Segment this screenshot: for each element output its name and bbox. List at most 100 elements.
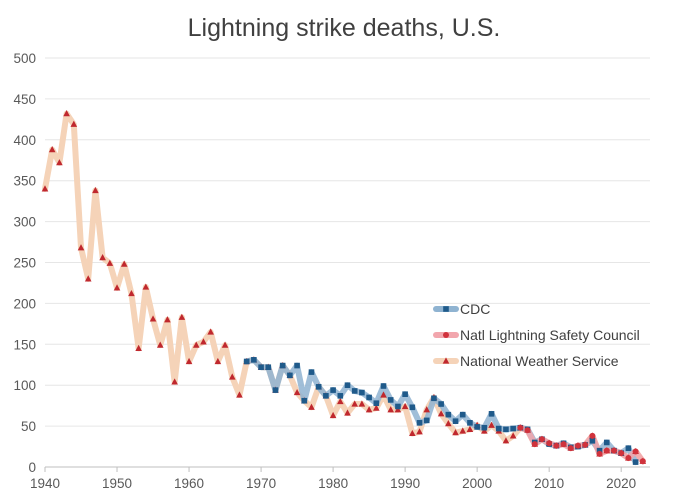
data-point: [560, 441, 567, 448]
data-point: [517, 424, 524, 431]
data-point: [443, 306, 449, 312]
data-point: [442, 357, 450, 364]
data-point: [63, 110, 70, 117]
data-point: [373, 404, 380, 411]
data-point: [567, 445, 574, 452]
data-point: [251, 357, 257, 363]
data-point: [495, 425, 502, 432]
data-point: [481, 424, 488, 431]
data-point: [344, 382, 351, 388]
data-point: [452, 429, 459, 436]
data-point: [84, 275, 92, 282]
data-point: [236, 391, 243, 398]
data-point: [402, 391, 408, 397]
data-point: [265, 364, 272, 371]
axis-layer: 0 50 100 150 200 250 300 350 400 450 500 1940 1950 19…: [13, 51, 650, 491]
data-point: [416, 428, 423, 435]
data-point: [546, 440, 553, 447]
data-point: [308, 403, 315, 410]
data-point: [344, 409, 351, 416]
data-point: [474, 424, 480, 430]
data-point: [329, 411, 337, 419]
data-point: [258, 364, 264, 371]
data-point: [366, 394, 372, 401]
data-point: [387, 406, 395, 413]
data-point: [431, 395, 437, 402]
chart-legend: CDC Natl Lightning Safety Council National…: [433, 301, 640, 369]
data-point: [423, 406, 431, 413]
y-tick-label: 100: [13, 378, 36, 393]
data-point: [323, 393, 329, 399]
data-point: [510, 425, 516, 432]
y-tick-label: 0: [28, 460, 36, 475]
data-point: [603, 447, 610, 454]
x-tick-label: 1970: [246, 476, 276, 491]
data-point: [294, 362, 300, 369]
x-tick-label: 1960: [174, 476, 204, 491]
data-point: [401, 402, 409, 410]
chart-title: Lightning strike deaths, U.S.: [187, 14, 501, 42]
data-point: [56, 159, 63, 166]
data-point: [351, 400, 359, 407]
y-tick-label: 250: [13, 256, 36, 271]
data-point: [315, 384, 322, 390]
x-tick-label: 1980: [318, 476, 348, 491]
data-point: [443, 332, 449, 338]
data-point: [582, 441, 589, 448]
data-point: [488, 421, 495, 428]
data-point: [135, 344, 142, 351]
y-tick-label: 350: [13, 174, 36, 189]
data-point: [395, 403, 401, 410]
data-point: [380, 391, 387, 398]
data-point: [128, 289, 135, 297]
data-point: [387, 397, 394, 403]
x-tick-label: 1940: [30, 476, 60, 491]
data-point: [610, 447, 617, 454]
data-point: [632, 459, 639, 465]
data-point: [41, 185, 49, 192]
data-point: [589, 438, 596, 444]
data-point: [287, 372, 293, 379]
data-point: [106, 259, 114, 266]
data-point: [120, 260, 128, 267]
data-point: [48, 146, 56, 153]
x-tick-label: 2020: [606, 476, 636, 491]
x-tick-label: 1950: [102, 476, 132, 491]
data-point: [488, 411, 495, 417]
data-point: [113, 284, 121, 291]
data-point: [178, 313, 186, 320]
data-point: [502, 437, 510, 444]
data-point: [459, 411, 466, 418]
data-point: [308, 369, 315, 375]
x-tick-label: 2010: [534, 476, 564, 491]
data-point: [639, 458, 646, 465]
data-point: [632, 448, 639, 455]
y-tick-label: 450: [13, 92, 36, 107]
data-point: [445, 411, 452, 418]
data-point: [509, 432, 517, 439]
data-point: [214, 357, 222, 365]
data-point: [92, 186, 99, 194]
y-tick-label: 50: [21, 419, 36, 434]
data-point: [531, 441, 538, 448]
data-point: [243, 358, 250, 365]
y-tick-label: 400: [13, 133, 36, 148]
data-point: [524, 427, 531, 434]
data-point: [365, 406, 373, 413]
y-tick-label: 500: [13, 51, 36, 66]
data-point: [618, 450, 625, 457]
data-point: [200, 338, 207, 345]
data-point: [192, 341, 200, 348]
data-point: [416, 420, 423, 426]
data-point: [149, 315, 157, 322]
data-point: [459, 427, 467, 434]
legend-label: Natl Lightning Safety Council: [460, 327, 640, 343]
data-point: [373, 400, 380, 406]
x-tick-label: 1990: [390, 476, 420, 491]
data-point: [596, 450, 603, 457]
data-point: [70, 120, 78, 127]
data-point: [77, 244, 85, 251]
legend-label: National Weather Service: [460, 353, 619, 369]
